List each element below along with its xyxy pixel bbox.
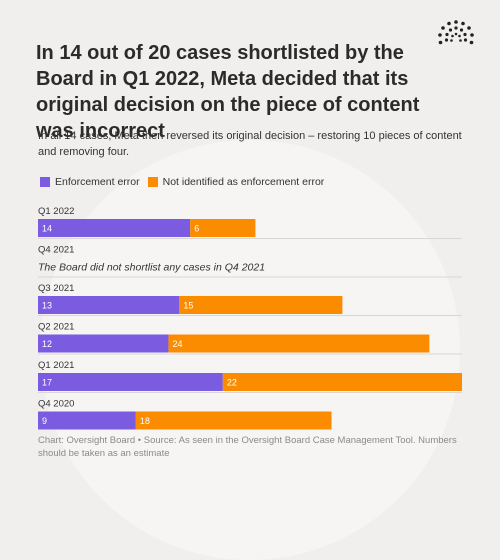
legend-swatch-not-enforcement-error <box>147 177 158 187</box>
chart-title: In 14 out of 20 cases shortlisted by the… <box>36 42 420 142</box>
data-label-enforcement-error-q2-2021: 12 <box>42 339 52 349</box>
bar-enforcement-error-q1-2021 <box>38 373 223 391</box>
legend-swatch-enforcement-error <box>40 177 50 187</box>
bar-not-enforcement-error-q4-2020 <box>135 411 332 430</box>
bar-enforcement-error-q2-2021 <box>38 334 169 353</box>
oversight-board-logo-icon <box>438 20 474 45</box>
data-label-not-enforcement-error-q2-2021: 24 <box>172 339 182 349</box>
data-label-enforcement-error-q3-2021: 13 <box>42 301 52 311</box>
data-label-not-enforcement-error-q1-2022: 6 <box>194 224 199 234</box>
data-label-not-enforcement-error-q4-2020: 18 <box>140 416 150 426</box>
bar-not-enforcement-error-q3-2021 <box>179 296 343 314</box>
data-label-enforcement-error-q1-2021: 17 <box>42 378 52 388</box>
category-label-q4-2020: Q4 2020 <box>38 399 74 410</box>
chart-source: Chart: Oversight Board • Source: As seen… <box>38 435 457 459</box>
category-label-q3-2021: Q3 2021 <box>38 283 74 294</box>
annotation-q4-2021: The Board did not shortlist any cases in… <box>38 262 265 274</box>
legend-item-not-enforcement-error: Not identified as enforcement error <box>147 176 325 188</box>
stacked-bar-chart: Q1 2022 14 6 Q4 2021 The Board did not short… <box>38 206 462 430</box>
data-label-not-enforcement-error-q1-2021: 22 <box>227 378 237 388</box>
data-label-not-enforcement-error-q3-2021: 15 <box>183 301 193 311</box>
category-label-q1-2021: Q1 2021 <box>38 360 74 371</box>
chart-subtitle: In all 14 cases, Meta then reversed its … <box>38 130 462 158</box>
bar-enforcement-error-q3-2021 <box>38 296 180 314</box>
bar-not-enforcement-error-q1-2022 <box>190 219 256 237</box>
bar-enforcement-error-q1-2022 <box>38 219 191 237</box>
data-label-enforcement-error-q4-2020: 9 <box>42 416 47 426</box>
category-label-q2-2021: Q2 2021 <box>38 322 74 333</box>
data-label-enforcement-error-q1-2022: 14 <box>42 224 52 234</box>
legend-label-not-enforcement-error: Not identified as enforcement error <box>162 176 325 188</box>
bar-enforcement-error-q4-2020 <box>38 411 136 430</box>
category-label-q1-2022: Q1 2022 <box>38 206 74 217</box>
legend: Enforcement error Not identified as enfo… <box>40 176 332 188</box>
legend-item-enforcement-error: Enforcement error <box>40 176 140 188</box>
bar-not-enforcement-error-q2-2021 <box>168 334 430 353</box>
bar-not-enforcement-error-q1-2021 <box>222 373 462 391</box>
legend-label-enforcement-error: Enforcement error <box>55 176 140 188</box>
category-label-q4-2021: Q4 2021 <box>38 245 74 256</box>
